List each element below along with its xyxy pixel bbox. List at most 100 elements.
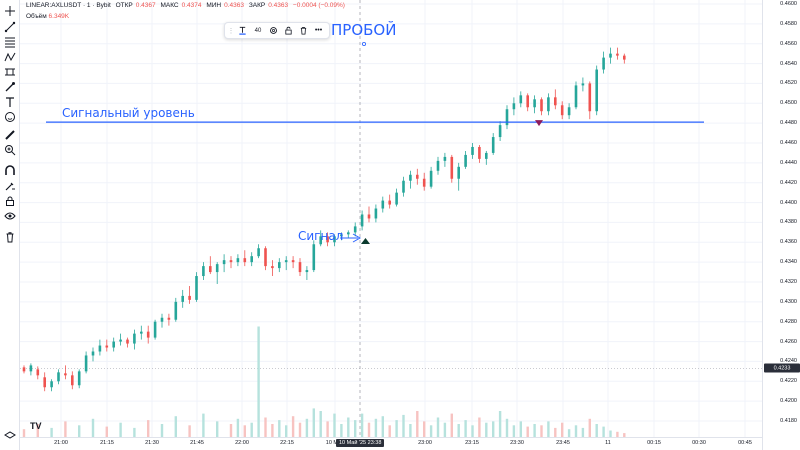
zoom-icon[interactable] [2, 143, 18, 157]
candle-body [243, 258, 247, 263]
candle-body [305, 270, 309, 273]
time-tick-label: 21:30 [145, 440, 159, 446]
volume-bar [188, 425, 191, 437]
candle-body [112, 341, 115, 348]
magnet-icon[interactable] [2, 164, 18, 178]
volume-bar [457, 424, 460, 437]
text-color-icon[interactable] [236, 24, 249, 37]
volume-bar [581, 427, 585, 437]
volume-bar [561, 422, 564, 437]
volume-bar [174, 416, 177, 437]
tradingview-logo[interactable]: TV [30, 421, 42, 431]
time-tick-label: 23:15 [465, 440, 479, 446]
candle-body [250, 256, 253, 263]
time-tick-label: 23:30 [510, 440, 524, 446]
price-tick-label: 0.4300 [780, 298, 797, 305]
candle-body [119, 339, 122, 342]
candle-body [140, 331, 143, 334]
fib-icon[interactable] [2, 35, 18, 49]
volume-bar [147, 420, 150, 437]
candle-body [471, 146, 474, 155]
price-tick-label: 0.4460 [780, 140, 797, 146]
crosshair-icon[interactable] [2, 4, 18, 18]
candle-body [409, 174, 412, 181]
lock-draw-icon[interactable] [2, 179, 18, 193]
time-tick-label: 11 [605, 440, 611, 446]
volume-bar [567, 429, 571, 437]
volume-bar [271, 424, 274, 437]
eye-icon[interactable] [2, 209, 18, 223]
lock-icon[interactable] [282, 24, 295, 37]
more-icon[interactable]: ••• [314, 27, 323, 34]
volume-bar [105, 426, 108, 437]
pattern-icon[interactable] [2, 50, 18, 64]
candle-body [395, 192, 398, 205]
price-tick-label: 0.4260 [780, 338, 797, 345]
candle-body [588, 83, 592, 112]
volume-bar [305, 418, 309, 437]
time-tick-label: 10 Май [325, 440, 345, 446]
candle-body [436, 160, 440, 171]
price-axis[interactable]: 0.4600 0.4580 0.4560 0.4540 0.4520 0.4500 0.44… [762, 0, 800, 450]
low-label: МИН [206, 2, 222, 9]
layers-icon[interactable] [2, 428, 18, 442]
volume-bar [388, 425, 391, 437]
candle-body [429, 170, 433, 187]
volume-bar [547, 421, 550, 437]
emoji-icon[interactable] [2, 110, 18, 124]
candle-body [312, 244, 316, 271]
volume-bar [436, 417, 440, 437]
candle-body [353, 226, 357, 233]
volume-bar [64, 421, 67, 437]
candle-body [381, 200, 385, 209]
candle-body [195, 276, 198, 300]
volume-bar [381, 416, 384, 437]
candle-body [50, 381, 53, 388]
change-value: −0.0004 (−0.09%) [292, 2, 345, 9]
volume-bar [36, 424, 39, 437]
text-size-select[interactable]: 40 [254, 27, 262, 34]
volume-label[interactable]: Объём [26, 13, 47, 20]
lock-icon[interactable] [2, 194, 18, 208]
candle-body [533, 99, 536, 108]
time-tick-label: 23:00 [418, 440, 432, 446]
signal-annotation[interactable]: Сигнал [298, 229, 344, 243]
volume-bar [50, 427, 53, 437]
candle-body [291, 260, 295, 263]
candle-body [388, 200, 391, 205]
settings-icon[interactable] [267, 24, 280, 37]
ruler-icon[interactable] [2, 128, 18, 142]
delete-icon[interactable] [297, 24, 310, 37]
text-icon[interactable] [2, 95, 18, 109]
candle-body [146, 331, 150, 338]
time-axis[interactable]: 21:00 21:15 21:30 21:45 22:00 22:15 10 Май 23:0… [20, 437, 762, 450]
drag-handle-icon[interactable]: ⋮ [227, 27, 235, 35]
candle-body [602, 57, 605, 70]
forecast-icon[interactable] [2, 65, 18, 79]
volume-bar [402, 414, 405, 437]
breakout-annotation[interactable]: ПРОБОЙ [331, 21, 397, 39]
signal-level-annotation[interactable]: Сигнальный уровень [62, 106, 195, 120]
symbol-label[interactable]: LINEAR:AXLUSDT · 1 · Bybit [26, 2, 111, 9]
high-label: МАКС [160, 2, 179, 9]
trendline-icon[interactable] [2, 20, 18, 34]
volume-bar [409, 424, 412, 437]
volume-bar [119, 422, 122, 437]
candle-body [71, 375, 74, 386]
price-tick-label: 0.4420 [780, 179, 797, 186]
price-tick-label: 0.4280 [780, 318, 797, 325]
candle-body [236, 258, 240, 263]
chart-pane[interactable] [20, 0, 762, 450]
volume-bar [512, 425, 516, 437]
candle-body [567, 107, 571, 116]
volume-bar [250, 422, 253, 437]
close-label: ЗАКР [248, 2, 266, 9]
candle-body [623, 55, 626, 60]
volume-bar [202, 413, 205, 437]
brush-icon[interactable] [2, 80, 18, 94]
signal-arrow-head [352, 233, 362, 243]
price-tick-label: 0.4400 [780, 199, 797, 206]
volume-bar [291, 416, 295, 437]
trash-icon[interactable] [2, 230, 18, 244]
close-value: 0.4363 [268, 2, 289, 9]
